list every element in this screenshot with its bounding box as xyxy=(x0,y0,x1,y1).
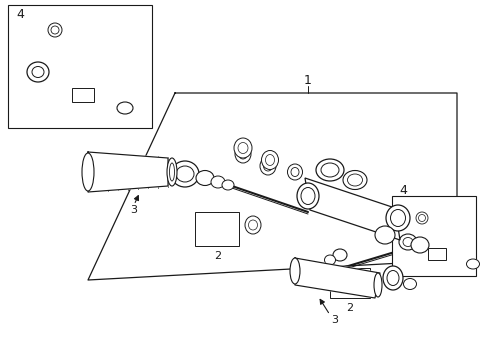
Ellipse shape xyxy=(343,171,367,189)
Bar xyxy=(330,268,370,298)
Ellipse shape xyxy=(170,163,174,181)
Ellipse shape xyxy=(235,145,251,163)
Ellipse shape xyxy=(347,174,363,186)
Ellipse shape xyxy=(324,255,336,265)
Ellipse shape xyxy=(239,149,247,159)
Ellipse shape xyxy=(264,161,272,171)
Ellipse shape xyxy=(316,159,344,181)
Ellipse shape xyxy=(291,167,299,176)
Text: 2: 2 xyxy=(346,303,354,313)
Bar xyxy=(392,196,476,276)
Polygon shape xyxy=(88,152,168,192)
Text: 1: 1 xyxy=(304,73,312,86)
Ellipse shape xyxy=(51,26,59,34)
Ellipse shape xyxy=(375,226,395,244)
Ellipse shape xyxy=(27,62,49,82)
Ellipse shape xyxy=(262,150,278,170)
Ellipse shape xyxy=(260,157,276,175)
Ellipse shape xyxy=(321,163,339,177)
Ellipse shape xyxy=(211,176,225,188)
Ellipse shape xyxy=(196,171,214,185)
Ellipse shape xyxy=(32,67,44,77)
Ellipse shape xyxy=(403,279,416,289)
Ellipse shape xyxy=(333,249,347,261)
Ellipse shape xyxy=(418,215,425,221)
Ellipse shape xyxy=(245,216,261,234)
Ellipse shape xyxy=(171,161,199,187)
Ellipse shape xyxy=(238,143,248,153)
Ellipse shape xyxy=(301,188,315,204)
Text: 4: 4 xyxy=(16,8,24,21)
Bar xyxy=(8,5,152,128)
Ellipse shape xyxy=(117,102,133,114)
Ellipse shape xyxy=(82,153,94,191)
Ellipse shape xyxy=(266,154,274,166)
Ellipse shape xyxy=(387,270,399,285)
Ellipse shape xyxy=(297,183,319,209)
Bar xyxy=(72,88,94,102)
Ellipse shape xyxy=(399,234,417,250)
Text: 3: 3 xyxy=(130,205,138,215)
Polygon shape xyxy=(295,258,380,298)
Ellipse shape xyxy=(234,138,252,158)
Ellipse shape xyxy=(48,23,62,37)
Ellipse shape xyxy=(222,180,234,190)
Ellipse shape xyxy=(167,158,177,186)
Ellipse shape xyxy=(466,259,480,269)
Ellipse shape xyxy=(374,273,382,297)
Ellipse shape xyxy=(176,166,194,182)
Ellipse shape xyxy=(288,164,302,180)
Ellipse shape xyxy=(248,220,258,230)
Text: 4: 4 xyxy=(399,184,407,197)
Ellipse shape xyxy=(416,212,428,224)
Polygon shape xyxy=(305,178,400,240)
Text: 3: 3 xyxy=(332,315,339,325)
Ellipse shape xyxy=(290,258,300,284)
Text: 2: 2 xyxy=(215,251,221,261)
Ellipse shape xyxy=(403,238,413,247)
Ellipse shape xyxy=(391,210,406,226)
Bar xyxy=(428,248,446,260)
Ellipse shape xyxy=(386,205,410,231)
Ellipse shape xyxy=(411,237,429,253)
Ellipse shape xyxy=(383,266,403,290)
Bar xyxy=(195,212,239,246)
